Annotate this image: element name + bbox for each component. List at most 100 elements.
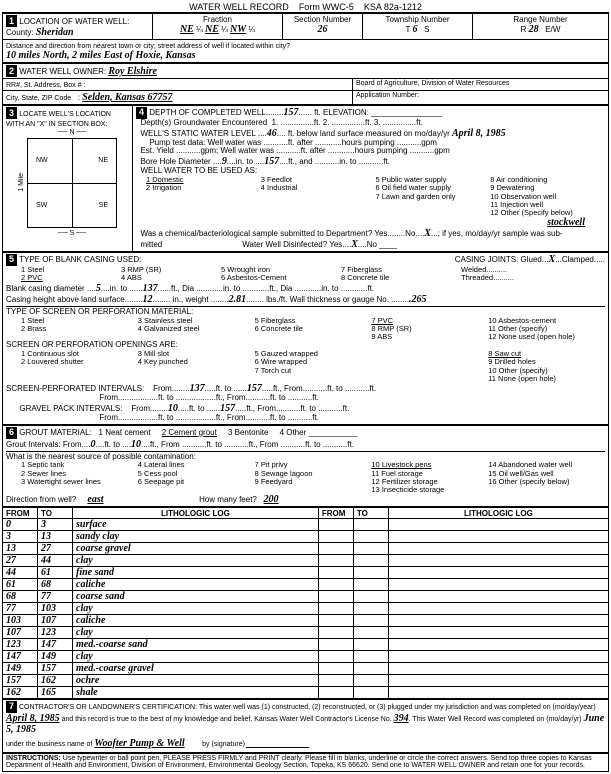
- dir-label: Direction from well?: [6, 495, 76, 504]
- perf-to: 157: [247, 383, 262, 394]
- clamped: Clamped: [562, 255, 594, 264]
- contam-opt: 6 Seepage pit: [138, 478, 255, 486]
- table-row: 107123clay: [3, 627, 609, 639]
- diam-val: 5: [96, 283, 101, 294]
- openings-title: SCREEN OR PERFORATION OPENINGS ARE:: [6, 340, 178, 349]
- feet-label: How many feet?: [199, 495, 257, 504]
- distance-val: 10 miles North, 2 miles East of Hoxie, K…: [6, 50, 195, 61]
- diam-to: 137: [143, 283, 158, 294]
- perf-from: 137: [190, 383, 205, 394]
- thickness-label: lbs./ft. Wall thickness or gauge No.: [266, 295, 389, 304]
- log-header: LITHOLOGIC LOG: [73, 508, 319, 519]
- cert-text1: This water well was (1) constructed, (2)…: [199, 704, 596, 711]
- feet-val: 200: [264, 494, 279, 505]
- cert-text3: This Water Well Record was completed on …: [412, 716, 581, 723]
- secnum-label: Section Number: [294, 15, 351, 24]
- lithologic-log-table: FROM TO LITHOLOGIC LOG FROM TO LITHOLOGI…: [2, 507, 609, 699]
- weight-label: in., weight: [173, 295, 209, 304]
- grout-opt: 3 Bentonite: [228, 428, 268, 437]
- frac2: NE: [205, 24, 219, 35]
- bacteria-val: X: [424, 228, 431, 239]
- depth-val: 157: [284, 107, 299, 118]
- grout-opt: 4 Other: [280, 428, 307, 437]
- business-label: under the business name of: [6, 741, 92, 748]
- table-row: 1327coarse gravel: [3, 543, 609, 555]
- static-label: WELL'S STATIC WATER LEVEL: [140, 129, 255, 138]
- static-date: April 8, 1985: [452, 128, 506, 139]
- city-val: Selden, Kansas 67757: [82, 92, 172, 103]
- table-row: 149157med.-coarse gravel: [3, 663, 609, 675]
- screen-opt: 9 ABS: [371, 333, 488, 341]
- depth-title: DEPTH OF COMPLETED WELL: [149, 108, 265, 117]
- table-row: 77103clay: [3, 603, 609, 615]
- joints-val: X: [549, 254, 556, 265]
- section-7-num: 7: [6, 701, 17, 713]
- est-label: Est. Yield: [140, 146, 173, 155]
- casing-opt: 8 Concrete tile: [341, 274, 461, 282]
- bore-label: Bore Hole Diameter: [140, 157, 210, 166]
- locate-title: LOCATE WELL'S LOCATION WITH AN "X" IN SE…: [6, 111, 111, 128]
- gravel-label: GRAVEL PACK INTERVALS:: [19, 404, 122, 413]
- form-header: WATER WELL RECORD Form WWC-5 KSA 82a-121…: [2, 2, 609, 13]
- section-2-num: 2: [6, 65, 17, 77]
- open-opt: 7 Torch cut: [255, 367, 372, 375]
- screen-title: TYPE OF SCREEN OR PERFORATION MATERIAL:: [6, 307, 193, 316]
- use-opt: 7 Lawn and garden only: [376, 193, 491, 201]
- board-label: Board of Agriculture, Division of Water …: [356, 80, 509, 87]
- grout-opt: 1 Neat cement: [99, 428, 151, 437]
- screen-opt: 2 Brass: [21, 325, 138, 333]
- elev-label: ft. ELEVATION:: [314, 108, 369, 117]
- grout-from: 0: [90, 439, 95, 450]
- distance-label: Distance and direction from nearest town…: [6, 43, 290, 50]
- log-header: TO: [38, 508, 73, 519]
- app-label: Application Number:: [356, 92, 419, 99]
- log-header: TO: [353, 508, 388, 519]
- open-opt: 4 Key punched: [138, 358, 255, 366]
- use-opt: 12 Other (Specify below): [490, 209, 605, 217]
- table-row: 123147med.-coarse sand: [3, 639, 609, 651]
- business: Woofter Pump & Well: [94, 738, 184, 749]
- contam-opt: 9 Feedyard: [255, 478, 372, 486]
- township-label: Township Number: [385, 15, 449, 24]
- casing-title: TYPE OF BLANK CASING USED:: [19, 255, 141, 264]
- table-row: 313sandy clay: [3, 531, 609, 543]
- dir-val: east: [87, 494, 103, 505]
- instructions: INSTRUCTIONS: Use typewriter or ball poi…: [2, 753, 609, 772]
- gw-label: Depth(s) Groundwater Encountered: [140, 118, 267, 127]
- open-opt: 11 None (open hole): [488, 375, 605, 383]
- contam-opt: 3 Watertight sewer lines: [21, 478, 138, 486]
- ksa: KSA 82a-1212: [364, 2, 422, 12]
- city-label: City, State, ZIP Code: [6, 95, 71, 102]
- perf-label: SCREEN-PERFORATED INTERVALS:: [6, 384, 144, 393]
- use-label: WELL WATER TO BE USED AS:: [140, 166, 257, 175]
- casing-opt: 4 ABS: [121, 274, 221, 282]
- loc-title: LOCATION OF WATER WELL:: [19, 17, 129, 26]
- instr-text: Use typewriter or ball point pen, PLEASE…: [6, 755, 592, 770]
- license: 394: [394, 713, 409, 724]
- table-row: 03surface: [3, 519, 609, 531]
- section-3-num: 3: [6, 107, 17, 119]
- other-use: stockwell: [547, 217, 585, 228]
- title: WATER WELL RECORD: [189, 2, 289, 12]
- disinfect-label: Water Well Disinfected? Yes: [242, 240, 342, 249]
- static-suffix: ft. below land surface measured on mo/da…: [288, 129, 450, 138]
- range-val: 28: [529, 24, 539, 35]
- section-diagram: NW NE SW SE: [27, 138, 117, 228]
- county-label: County:: [6, 28, 34, 37]
- table-row: 6168caliche: [3, 579, 609, 591]
- table-row: 147149clay: [3, 651, 609, 663]
- cert-text2: and this record is true to the best of m…: [62, 716, 392, 723]
- township-dir: S: [424, 25, 429, 34]
- grout-intervals: Grout Intervals: From: [6, 440, 82, 449]
- county-val: Sheridan: [36, 27, 74, 38]
- log-header: FROM: [318, 508, 353, 519]
- cert-title: CONTRACTOR'S OR LANDOWNER'S CERTIFICATIO…: [19, 704, 197, 711]
- table-row: 2744clay: [3, 555, 609, 567]
- frac1: NE: [180, 24, 194, 35]
- height-val: 12: [143, 294, 153, 305]
- grout-opt: 2 Cement grout: [162, 428, 217, 437]
- table-row: 6877coarse sand: [3, 591, 609, 603]
- frac3: NW: [230, 24, 246, 35]
- secnum-val: 26: [318, 24, 328, 35]
- range-label: Range Number: [513, 15, 567, 24]
